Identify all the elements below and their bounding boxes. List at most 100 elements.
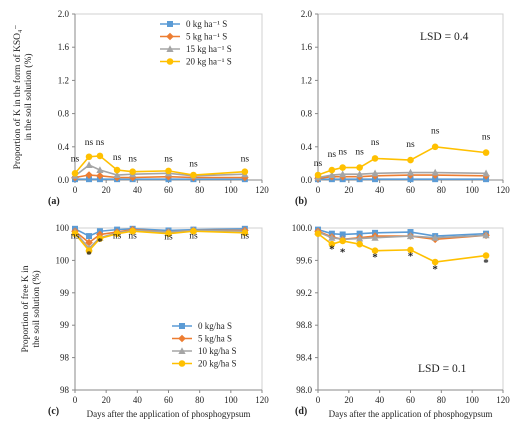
data-point: [356, 240, 363, 248]
significance-ns: ns: [241, 232, 250, 242]
data-point: [96, 166, 104, 174]
lsd-label: LSD = 0.1: [418, 363, 467, 375]
significance-star: *: [97, 236, 103, 248]
legend-marker: [166, 32, 174, 41]
y-tick-label: 1.2: [301, 75, 312, 85]
panel-letter: (d): [295, 406, 307, 417]
legend: 0 kg/ha S 5 kg/ha S 10 kg/ha S 20 kg/ha S: [172, 321, 237, 369]
data-point: [356, 170, 364, 178]
x-axis-label: Days after the application of phosphogyp…: [329, 409, 493, 419]
data-point: [328, 240, 336, 248]
data-point: [407, 156, 414, 164]
data-point: [371, 169, 379, 177]
significance-star: *: [432, 264, 438, 276]
significance-ns: ns: [113, 153, 122, 163]
data-point: [356, 164, 363, 171]
data-point: [328, 171, 336, 179]
data-point: [482, 231, 490, 239]
x-tick-label: 120: [255, 395, 269, 405]
data-point: [431, 233, 439, 241]
y-tick-label: 100: [56, 223, 70, 233]
legend-label: 5 kg/ha S: [198, 334, 232, 344]
x-tick-label: 120: [496, 395, 510, 405]
significance-star: *: [408, 251, 414, 263]
data-point: [371, 247, 379, 254]
x-tick-label: 60: [164, 395, 174, 405]
significance-ns: ns: [71, 155, 80, 165]
y-tick-label: 99: [60, 320, 70, 330]
x-tick-label: 20: [102, 395, 112, 405]
data-point: [85, 161, 93, 169]
data-point: [431, 168, 439, 176]
legend-marker: [166, 45, 174, 52]
significance-ns: ns: [189, 160, 198, 170]
data-point: [129, 227, 136, 235]
data-point: [113, 166, 121, 174]
data-point: [339, 164, 346, 171]
y-tick-label: 98: [60, 353, 70, 363]
x-tick-label: 100: [465, 395, 479, 405]
significance-star: *: [483, 257, 489, 269]
x-tick-label: 40: [133, 395, 143, 405]
data-point: [328, 233, 336, 241]
y-tick-label: 99.2: [296, 288, 312, 298]
data-point: [314, 230, 322, 237]
x-tick-label: 0: [73, 395, 78, 405]
x-tick-label: 80: [195, 185, 205, 195]
significance-star: *: [340, 247, 346, 259]
data-point: [86, 233, 93, 240]
legend-marker: [178, 347, 186, 354]
significance-ns: ns: [85, 138, 94, 148]
panel-letter: (c): [48, 406, 59, 417]
significance-ns: ns: [314, 159, 323, 169]
data-point: [371, 233, 379, 241]
x-tick-label: 80: [437, 185, 447, 195]
significance-ns: ns: [241, 155, 250, 165]
y-tick-label: 1.6: [301, 42, 313, 52]
data-point: [482, 169, 490, 177]
legend-label: 20 kg/ha S: [198, 359, 237, 369]
legend-label: 20 kg ha⁻¹ S: [186, 57, 232, 67]
chart-panel-4: 0 20 40 60 80 100 120 98.0 98.4 98.8 99.2 99.6 100.0…: [292, 223, 511, 419]
y-tick-label: 0.4: [58, 142, 70, 152]
data-point: [113, 230, 121, 237]
y-axis-label: Proportion of free K inthe soil solution…: [20, 265, 42, 352]
significance-star: *: [329, 243, 335, 255]
data-point: [407, 229, 414, 236]
x-tick-label: 120: [496, 185, 510, 195]
data-point: [356, 234, 364, 242]
data-point: [482, 149, 490, 156]
data-point: [432, 176, 439, 183]
data-point: [356, 230, 363, 237]
x-tick-label: 40: [375, 185, 385, 195]
data-point: [431, 143, 439, 151]
data-point: [85, 238, 93, 247]
data-point: [339, 237, 346, 245]
panel-letter: (b): [295, 196, 307, 207]
significance-ns: ns: [355, 147, 364, 157]
data-point: [113, 171, 121, 179]
data-point: [482, 252, 490, 259]
significance-ns: ns: [328, 150, 337, 160]
x-tick-label: 20: [344, 185, 354, 195]
data-point: [71, 230, 79, 237]
significance-ns: ns: [128, 232, 137, 242]
data-point: [241, 229, 249, 237]
significance-ns: ns: [113, 232, 122, 242]
data-point: [339, 170, 347, 178]
x-tick-label: 100: [224, 395, 238, 405]
data-point: [406, 232, 415, 240]
significance-ns: ns: [164, 232, 173, 242]
y-tick-label: 0.4: [301, 142, 313, 152]
data-point: [96, 172, 104, 180]
y-axis-label: Proportion of K in the form of KSO₄⁻in t…: [12, 25, 34, 170]
x-tick-label: 0: [73, 185, 78, 195]
x-tick-label: 60: [406, 185, 416, 195]
y-tick-label: 99: [60, 288, 70, 298]
data-point: [165, 167, 172, 175]
significance-ns: ns: [371, 138, 380, 148]
